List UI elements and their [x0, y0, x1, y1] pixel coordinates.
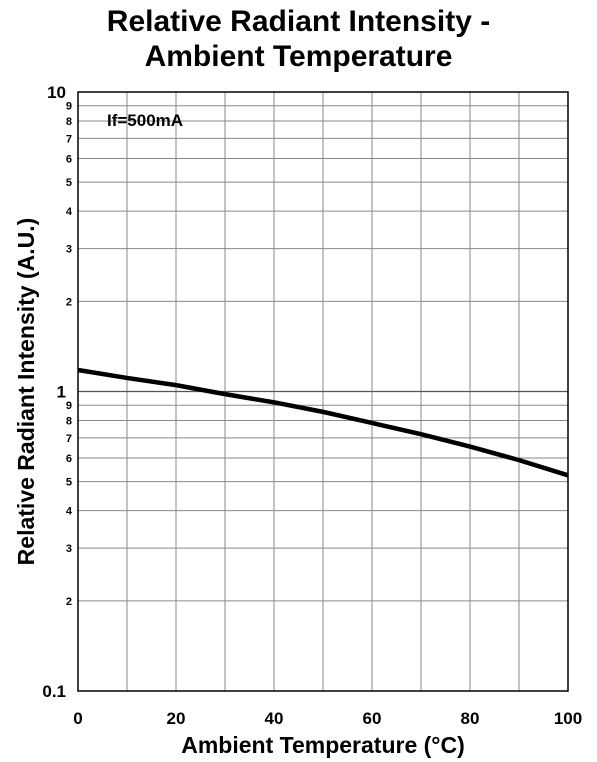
chart-title-line-1: Relative Radiant Intensity -	[106, 5, 491, 38]
x-axis-label: Ambient Temperature (°C)	[181, 732, 465, 758]
x-tick-label-100: 100	[554, 709, 582, 728]
y-minor-tick-label-0_4: 4	[66, 506, 73, 518]
x-tick-label-80: 80	[461, 709, 480, 728]
y-minor-tick-label-3: 3	[66, 244, 72, 256]
chart-title-line-2: Ambient Temperature	[144, 40, 453, 73]
y-minor-tick-label-8: 8	[66, 116, 72, 128]
x-tick-label-40: 40	[265, 709, 284, 728]
y-minor-tick-label-7: 7	[66, 133, 72, 145]
y-major-tick-label-0_1: 0.1	[42, 682, 66, 701]
x-tick-label-20: 20	[167, 709, 186, 728]
y-major-tick-label-10: 10	[47, 83, 66, 102]
grid-lines	[78, 92, 568, 691]
y-minor-tick-label-0_3: 3	[66, 543, 72, 555]
y-minor-tick-label-0_5: 5	[66, 477, 72, 489]
series-layer	[77, 367, 569, 478]
y-minor-tick-label-2: 2	[66, 296, 72, 308]
plot-area-frame	[77, 91, 569, 692]
tick-labels: 0 20 40 60 80 100 2 3 4 5 6 7 8 9 2 3 4 5 6 7 8 9 0.1 1 10	[42, 83, 582, 728]
y-axis-label: Relative Radiant Intensity (A.U.)	[13, 218, 39, 566]
y-minor-tick-label-9: 9	[66, 101, 72, 113]
y-minor-tick-label-0_9: 9	[66, 400, 72, 412]
y-minor-tick-label-5: 5	[66, 177, 72, 189]
y-minor-tick-label-0_7: 7	[66, 433, 72, 445]
y-major-tick-label-1: 1	[57, 383, 66, 402]
series-line-0	[77, 367, 569, 478]
y-minor-tick-label-0_6: 6	[66, 453, 72, 465]
y-minor-tick-label-4: 4	[66, 206, 73, 218]
x-tick-label-0: 0	[73, 709, 82, 728]
y-minor-tick-label-0_8: 8	[66, 416, 72, 428]
chart-title: Relative Radiant Intensity - Ambient Tem…	[0, 4, 597, 74]
y-minor-tick-label-6: 6	[66, 153, 72, 165]
x-tick-label-60: 60	[363, 709, 382, 728]
y-minor-tick-label-0_2: 2	[66, 596, 72, 608]
condition-annotation: If=500mA	[107, 111, 183, 130]
